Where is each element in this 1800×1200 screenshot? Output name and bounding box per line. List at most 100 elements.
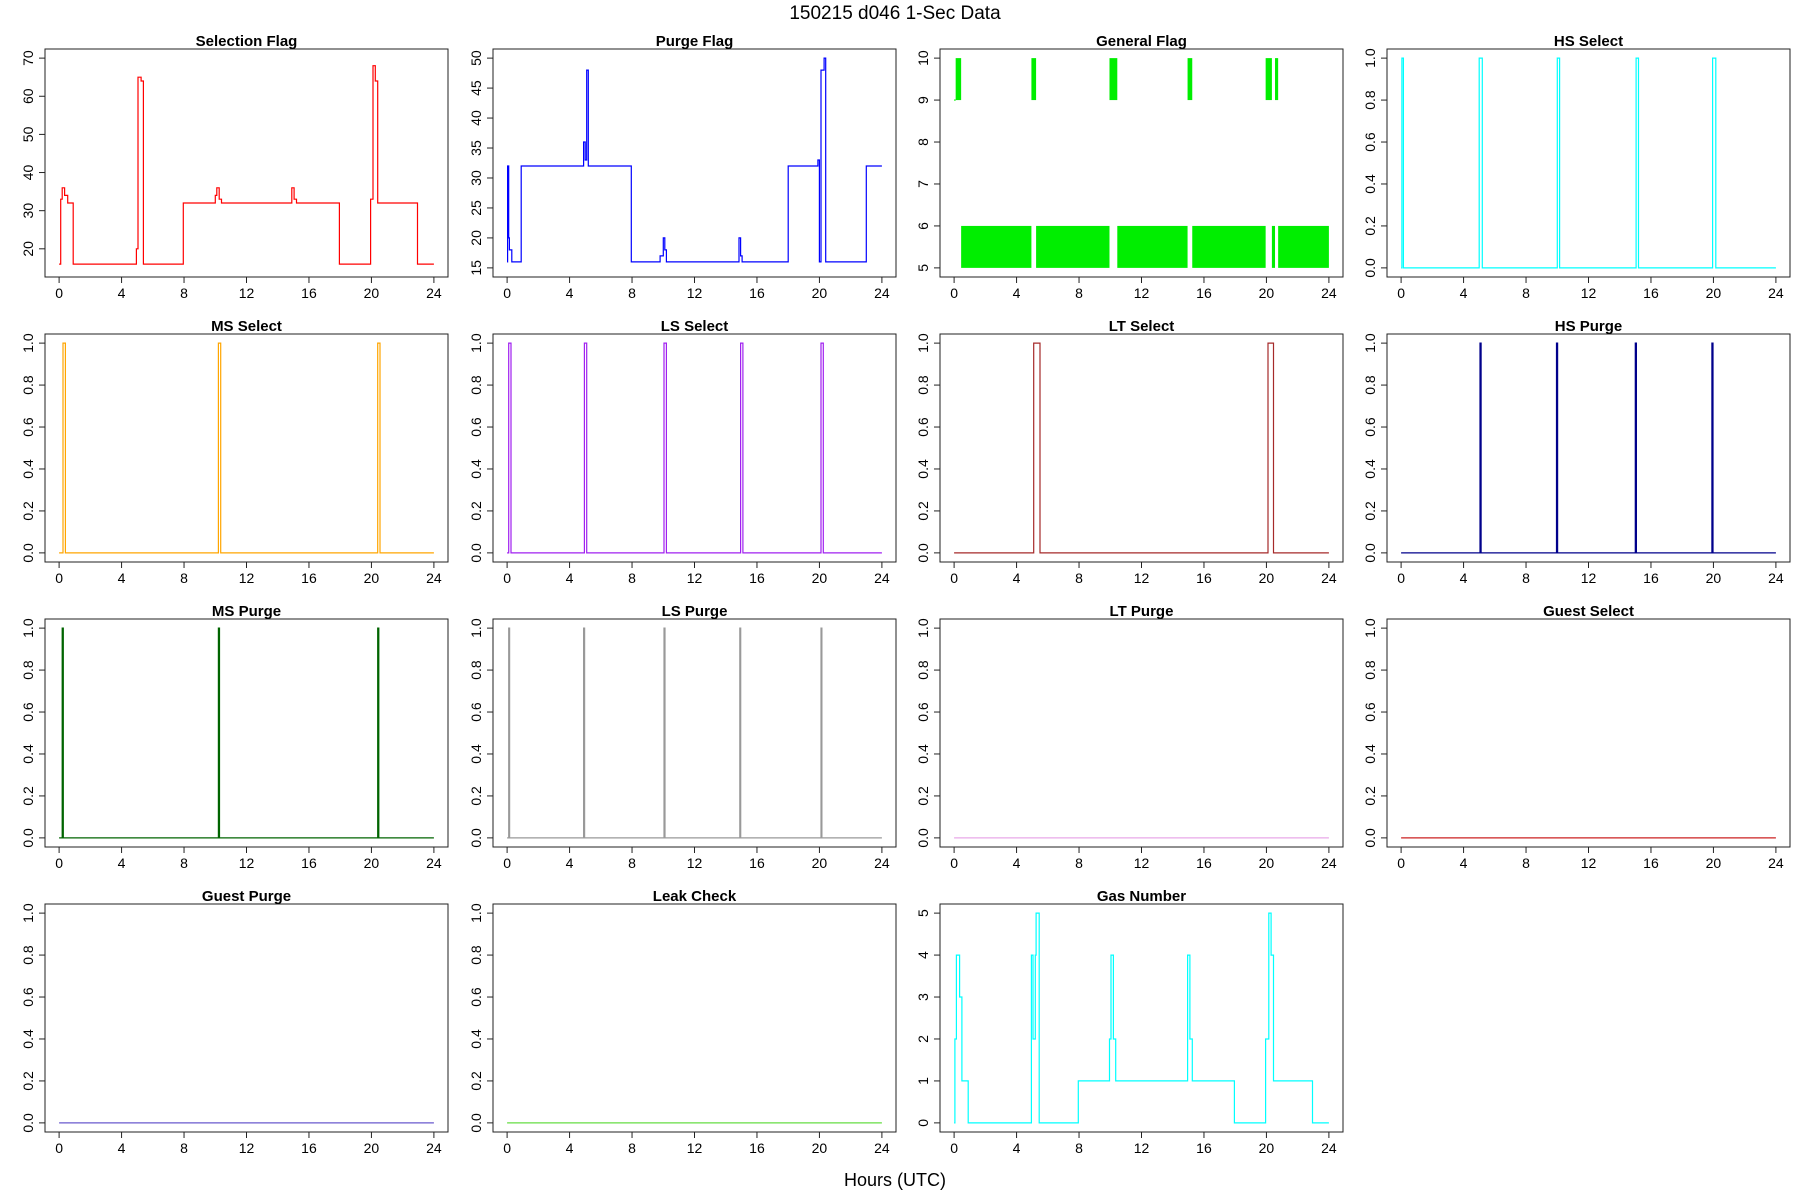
x-tick-label: 8 [1075, 285, 1083, 301]
y-tick-label: 0.4 [1362, 174, 1378, 194]
y-tick-label: 1.0 [20, 618, 36, 638]
x-tick-label: 16 [749, 570, 765, 586]
x-tick-label: 20 [812, 855, 828, 871]
y-tick-label: 0.0 [915, 828, 931, 848]
x-tick-label: 0 [503, 855, 511, 871]
x-tick-label: 12 [1581, 285, 1597, 301]
x-tick-label: 20 [1259, 855, 1275, 871]
plot-frame [1386, 48, 1791, 278]
x-tick-label: 4 [1460, 285, 1468, 301]
x-tick-label: 16 [301, 855, 317, 871]
x-tick-label: 24 [1321, 1140, 1337, 1156]
y-tick-label: 0.0 [20, 1113, 36, 1133]
y-tick-label: 6 [915, 222, 931, 230]
panel-lt-purge: LT Purge 0 4 8 12 16 20 24 0.0 0.2 0.4 0.6 0.8 1.0 [915, 603, 1344, 871]
y-tick-label: 0.6 [468, 702, 484, 722]
panel-title: HS Select [1554, 33, 1623, 50]
x-tick-label: 16 [1643, 570, 1659, 586]
y-tick-label: 0.2 [1362, 216, 1378, 236]
x-tick-label: 4 [566, 285, 574, 301]
data-band [1275, 58, 1279, 101]
y-tick-label: 0.2 [468, 501, 484, 521]
x-tick-label: 20 [1259, 285, 1275, 301]
y-tick-label: 1.0 [915, 618, 931, 638]
x-tick-label: 16 [301, 1140, 317, 1156]
y-tick-label: 0.8 [915, 660, 931, 680]
panel-title: Leak Check [653, 888, 737, 905]
x-tick-label: 0 [55, 570, 63, 586]
y-tick-label: 0.6 [468, 417, 484, 437]
y-tick-label: 20 [468, 230, 484, 246]
data-band [1265, 58, 1272, 101]
x-tick-label: 4 [1460, 570, 1468, 586]
data-series-line [507, 57, 882, 263]
data-series-line [59, 342, 434, 554]
y-tick-label: 40 [20, 165, 36, 181]
y-tick-label: 0.6 [20, 987, 36, 1007]
x-tick-label: 0 [503, 1140, 511, 1156]
x-tick-label: 24 [874, 285, 890, 301]
y-tick-label: 0.2 [20, 1071, 36, 1091]
panel-title: LT Purge [1110, 603, 1174, 620]
x-tick-label: 8 [628, 1140, 636, 1156]
y-tick-label: 45 [468, 80, 484, 96]
y-tick-label: 0.8 [1362, 375, 1378, 395]
x-tick-label: 16 [749, 855, 765, 871]
y-tick-label: 1.0 [1362, 618, 1378, 638]
x-tick-label: 20 [1259, 570, 1275, 586]
plot-frame [939, 333, 1344, 563]
y-tick-label: 0.2 [20, 501, 36, 521]
x-tick-label: 4 [566, 570, 574, 586]
y-tick-label: 1.0 [20, 903, 36, 923]
y-tick-label: 0.0 [1362, 543, 1378, 563]
x-tick-label: 12 [1581, 570, 1597, 586]
x-tick-label: 20 [1706, 855, 1722, 871]
data-band [1278, 225, 1329, 268]
x-tick-label: 20 [1706, 570, 1722, 586]
y-tick-label: 0.0 [20, 828, 36, 848]
x-tick-label: 8 [1075, 570, 1083, 586]
x-tick-label: 0 [55, 1140, 63, 1156]
data-band [1192, 225, 1266, 268]
x-tick-label: 8 [1522, 855, 1530, 871]
x-tick-label: 12 [687, 1140, 703, 1156]
y-tick-label: 0.4 [1362, 459, 1378, 479]
data-series-line [59, 627, 434, 839]
panel-hs-select: HS Select 0 4 8 12 16 20 24 0.0 0.2 0.4 0.6 0.8 1.0 [1362, 33, 1791, 301]
data-band [961, 225, 1032, 268]
y-tick-label: 0.2 [915, 501, 931, 521]
panel-title: General Flag [1096, 33, 1187, 50]
y-tick-label: 0.4 [468, 1029, 484, 1049]
y-tick-label: 1.0 [1362, 48, 1378, 68]
x-tick-label: 4 [1013, 1140, 1021, 1156]
x-tick-label: 24 [426, 855, 442, 871]
y-tick-label: 70 [20, 50, 36, 66]
panel-title: Selection Flag [196, 33, 298, 50]
y-tick-label: 0.4 [20, 459, 36, 479]
y-tick-label: 0.8 [20, 660, 36, 680]
y-tick-label: 0.0 [1362, 258, 1378, 278]
y-tick-label: 0.6 [468, 987, 484, 1007]
y-tick-label: 0.6 [1362, 132, 1378, 152]
y-tick-label: 20 [20, 241, 36, 257]
y-tick-label: 0.8 [915, 375, 931, 395]
plot-frame [492, 903, 897, 1133]
x-tick-label: 4 [1013, 285, 1021, 301]
x-tick-label: 24 [1321, 285, 1337, 301]
y-tick-label: 0.2 [1362, 501, 1378, 521]
x-tick-label: 8 [1075, 1140, 1083, 1156]
panel-title: Purge Flag [656, 33, 734, 50]
y-tick-label: 0.6 [915, 702, 931, 722]
plot-frame [1386, 618, 1791, 848]
x-tick-label: 24 [1768, 855, 1784, 871]
y-tick-label: 0.0 [915, 543, 931, 563]
data-series-line [507, 627, 882, 839]
y-tick-label: 30 [468, 170, 484, 186]
plot-frame [492, 333, 897, 563]
panel-title: MS Select [211, 318, 282, 335]
x-tick-label: 12 [1581, 855, 1597, 871]
x-tick-label: 0 [503, 570, 511, 586]
panel-title: LS Select [661, 318, 729, 335]
